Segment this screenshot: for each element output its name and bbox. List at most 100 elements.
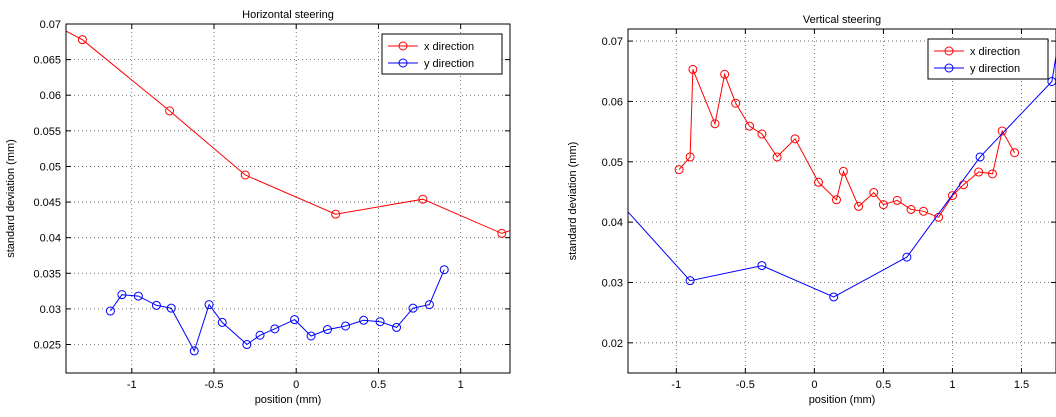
chart2-series-x-point <box>892 195 902 205</box>
chart1-series-x-point <box>77 35 87 45</box>
chart1-ytick-label: 0.035 <box>33 268 61 280</box>
chart1-ytick-label: 0.07 <box>40 19 61 31</box>
chart2-series-y-point <box>975 152 985 162</box>
chart2-series-y-point <box>757 261 767 271</box>
chart1-series-x-point <box>331 209 341 219</box>
chart2-series-x-point <box>831 195 841 205</box>
chart2-legend-x-marker <box>944 46 954 56</box>
chart2-title: Vertical steering <box>803 14 881 26</box>
chart1-series-y-point <box>306 331 316 341</box>
chart2-xtick-label: 0.5 <box>876 379 891 391</box>
chart2-series-x-point <box>720 69 730 79</box>
chart1-ylabel: standard deviation (mm) <box>5 139 17 258</box>
chart1-series-x-point <box>497 228 507 238</box>
chart2-series-x-point <box>987 169 997 179</box>
chart1-series-y-point <box>341 321 351 331</box>
chart1-series-x-line <box>66 30 510 234</box>
chart1-series-y-point <box>270 324 280 334</box>
chart2-xtick-label: 1.5 <box>1014 379 1029 391</box>
chart2-ytick-label: 0.02 <box>602 338 623 350</box>
chart1-ytick-label: 0.065 <box>33 55 61 67</box>
chart2-xtick-label: -0.5 <box>736 379 755 391</box>
chart1-plot-area <box>66 24 510 373</box>
chart1-ytick-label: 0.045 <box>33 197 61 209</box>
chart1: -1 -0.5 0 0.5 1 0.025 0.03 0.035 0.04 0.045 0.05 0.… <box>5 9 511 406</box>
chart2-series-x-point <box>731 98 741 108</box>
chart1-series-y-point <box>424 300 434 310</box>
chart1-ytick-label: 0.04 <box>40 233 61 245</box>
chart2-series-x-line <box>678 69 1016 218</box>
chart1-xtick-label: -0.5 <box>205 379 224 391</box>
chart1-legend: x direction y direction <box>381 33 503 75</box>
chart2-series-x-point <box>814 177 824 187</box>
chart1-series-y-point <box>133 291 143 301</box>
chart2-ytick-label: 0.06 <box>602 96 623 108</box>
chart1-series-y-point <box>408 303 418 313</box>
chart1-legend-y-marker <box>398 58 408 68</box>
chart1-series-y-line <box>109 269 445 353</box>
chart2-series-x-point <box>685 152 695 162</box>
chart2-series-x-point <box>869 188 879 198</box>
chart1-series-y-point <box>439 265 449 275</box>
chart1-data <box>66 30 510 356</box>
chart2-data <box>628 56 1056 302</box>
chart1-series-x-point <box>240 170 250 180</box>
chart1-xtick-label: -1 <box>127 379 137 391</box>
chart1-series-y-point <box>151 300 161 310</box>
chart2-legend-x-label: x direction <box>970 46 1020 58</box>
chart1-series-y-point <box>204 300 214 310</box>
chart2-series-y-line <box>628 56 1056 298</box>
chart2-series-x-point <box>974 167 984 177</box>
chart2-legend-y-label: y direction <box>970 63 1020 75</box>
chart2-ytick-label: 0.07 <box>602 36 623 48</box>
chart2-series-x-point <box>674 165 684 175</box>
chart2-series-x-point <box>918 206 928 216</box>
chart2-series-x-point <box>854 201 864 211</box>
chart2-ytick-label: 0.04 <box>602 217 623 229</box>
chart1-title: Horizontal steering <box>242 9 334 21</box>
chart2-series-x-point <box>906 204 916 214</box>
chart1-ytick-label: 0.05 <box>40 161 61 173</box>
chart2-series-x-point <box>772 152 782 162</box>
chart1-ytick-label: 0.03 <box>40 304 61 316</box>
chart2-series-x-point <box>744 121 754 131</box>
chart2-series-x-point <box>838 166 848 176</box>
chart2-series-x-point <box>710 119 720 129</box>
chart1-ytick-label: 0.025 <box>33 340 61 352</box>
chart1-series-y-point <box>117 290 127 300</box>
chart1-series-y-point <box>166 303 176 313</box>
chart1-ytick-label: 0.055 <box>33 126 61 138</box>
chart2-frame <box>627 28 1056 374</box>
chart1-series-x-point <box>165 106 175 116</box>
chart2-ylabel: standard deviation (mm) <box>567 142 579 261</box>
chart2-xtick-label: 1 <box>949 379 955 391</box>
chart2-ytick-label: 0.05 <box>602 157 623 169</box>
chart1-legend-x-marker <box>398 41 408 51</box>
chart1-xlabel: position (mm) <box>255 394 322 406</box>
chart2-series-x-point <box>997 126 1007 136</box>
chart1-series-y-point <box>217 317 227 327</box>
chart1-series-y-point <box>105 306 115 316</box>
chart2-xlabel: position (mm) <box>809 394 876 406</box>
chart1-frame <box>65 23 511 374</box>
chart2-series-x-point <box>688 64 698 74</box>
chart1-series-y-point <box>255 330 265 340</box>
chart1-xtick-label: 0.5 <box>371 379 386 391</box>
chart1-legend-x-label: x direction <box>424 41 474 53</box>
chart1-ytick-label: 0.06 <box>40 90 61 102</box>
chart1-series-y-point <box>392 322 402 332</box>
chart2-series-y-point <box>829 292 839 302</box>
chart1-series-y-point <box>290 315 300 325</box>
chart2-series-y-point <box>685 276 695 286</box>
chart2-series-x-point <box>878 200 888 210</box>
chart2-xtick-label: 0 <box>811 379 817 391</box>
chart1-xtick-label: 0 <box>293 379 299 391</box>
chart2-series-x-point <box>790 134 800 144</box>
chart2-series-x-point <box>757 129 767 139</box>
chart1-series-y-point <box>375 317 385 327</box>
chart2-xtick-label: -1 <box>671 379 681 391</box>
chart1-series-y-point <box>189 346 199 356</box>
chart2-legend-y-marker <box>944 63 954 73</box>
